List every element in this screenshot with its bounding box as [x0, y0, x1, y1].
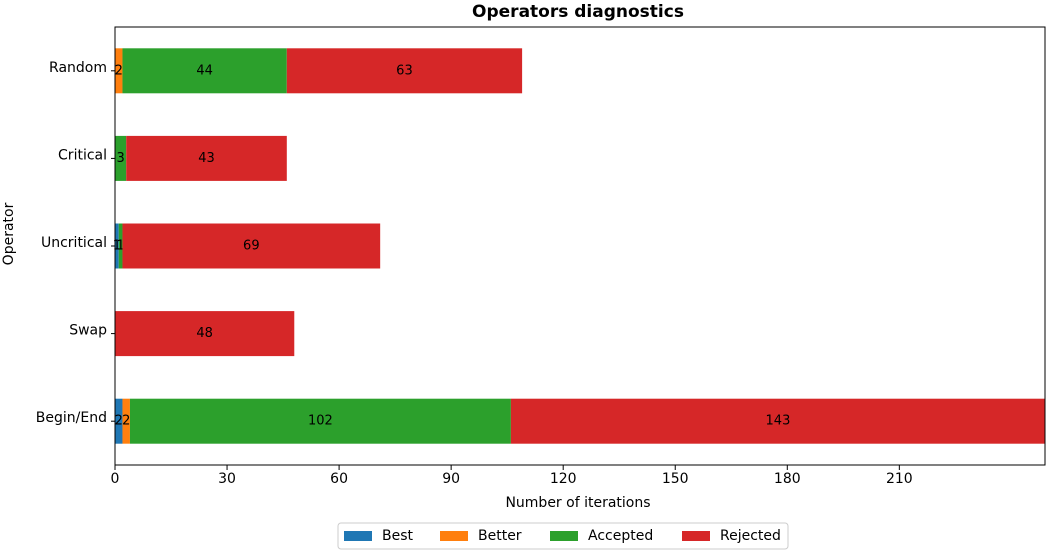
bar-segment	[126, 135, 287, 181]
legend-label: Rejected	[720, 528, 781, 544]
y-tick-label: Critical	[58, 147, 107, 163]
value-label: 102	[308, 414, 333, 429]
value-label: 2	[115, 414, 123, 429]
value-label: 2	[122, 414, 130, 429]
chart-title: Operators diagnostics	[472, 2, 684, 22]
y-tick-label: Swap	[69, 323, 107, 339]
plot-frame	[114, 26, 1046, 466]
bar-segment	[115, 135, 127, 181]
x-tick-label: 210	[886, 471, 913, 487]
x-tick-label: 180	[774, 471, 801, 487]
value-label: 48	[196, 326, 213, 341]
value-label: 44	[196, 63, 213, 78]
value-label: 3	[116, 151, 124, 166]
value-label: 1	[116, 239, 124, 254]
x-axis-label: Number of iterations	[505, 495, 650, 511]
value-label: 2	[115, 63, 123, 78]
bar-segment	[118, 223, 123, 269]
x-tick-label: 0	[111, 471, 120, 487]
value-label: 69	[243, 239, 260, 254]
y-tick-label: Random	[49, 60, 107, 76]
value-label: 43	[198, 151, 215, 166]
legend-label: Best	[382, 528, 414, 544]
x-tick-label: 60	[330, 471, 348, 487]
y-tick-label: Begin/End	[36, 410, 107, 426]
bar-segment	[286, 48, 523, 94]
legend-swatch	[440, 531, 468, 541]
value-label: 143	[766, 414, 791, 429]
x-tick-label: 120	[550, 471, 577, 487]
bar-segment	[115, 48, 123, 94]
bar-segment	[122, 398, 130, 444]
x-tick-label: 150	[662, 471, 689, 487]
legend-swatch	[682, 531, 710, 541]
bar-segment	[122, 223, 381, 269]
value-label: 63	[396, 63, 413, 78]
legend-label: Accepted	[588, 528, 653, 544]
bar-segment	[510, 398, 1045, 444]
legend-swatch	[550, 531, 578, 541]
y-tick-label: Uncritical	[41, 235, 107, 251]
legend-label: Better	[478, 528, 522, 544]
bar-segment	[115, 398, 123, 444]
bar-segment	[115, 311, 295, 357]
bar-segment	[115, 223, 119, 269]
y-axis-label: Operator	[1, 202, 17, 265]
legend-swatch	[344, 531, 372, 541]
x-tick-label: 90	[442, 471, 460, 487]
bar-segment	[129, 398, 511, 444]
bar-segment	[122, 48, 287, 94]
x-tick-label: 30	[218, 471, 236, 487]
value-label: 1	[113, 239, 121, 254]
legend: Best Better Accepted Rejected	[337, 522, 789, 550]
